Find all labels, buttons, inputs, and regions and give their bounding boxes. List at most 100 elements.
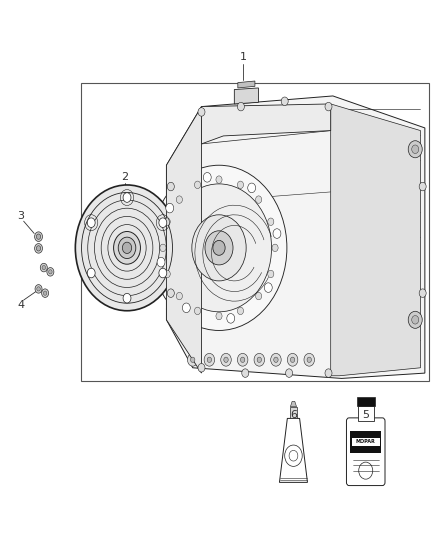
Circle shape (207, 357, 212, 362)
Circle shape (257, 357, 261, 362)
Text: 1: 1 (240, 52, 247, 62)
Circle shape (123, 193, 131, 203)
Circle shape (192, 215, 246, 281)
Circle shape (49, 270, 52, 274)
Polygon shape (234, 88, 258, 104)
Bar (350, 431, 381, 453)
Circle shape (265, 283, 272, 293)
Circle shape (224, 357, 228, 362)
Circle shape (248, 183, 256, 192)
Circle shape (167, 289, 174, 297)
Circle shape (237, 353, 248, 366)
Circle shape (268, 218, 274, 225)
Circle shape (281, 97, 288, 106)
Circle shape (87, 268, 95, 278)
Circle shape (36, 234, 41, 239)
Circle shape (176, 293, 182, 300)
Circle shape (182, 303, 190, 313)
Circle shape (35, 244, 42, 253)
Circle shape (242, 369, 249, 377)
Circle shape (237, 181, 244, 189)
Circle shape (42, 265, 46, 270)
Bar (358, 406, 374, 421)
Circle shape (37, 287, 40, 291)
Text: 5: 5 (362, 410, 369, 419)
Circle shape (227, 313, 235, 323)
Circle shape (325, 102, 332, 111)
Circle shape (151, 165, 287, 330)
Text: 6: 6 (290, 410, 297, 419)
Circle shape (237, 102, 244, 111)
Circle shape (408, 141, 422, 158)
Polygon shape (166, 96, 425, 378)
Circle shape (191, 357, 195, 362)
Circle shape (203, 173, 211, 182)
Circle shape (307, 357, 311, 362)
Circle shape (237, 307, 244, 314)
Circle shape (221, 353, 231, 366)
Circle shape (187, 353, 198, 366)
Circle shape (287, 353, 298, 366)
Circle shape (35, 232, 42, 241)
Circle shape (157, 257, 165, 267)
Circle shape (160, 244, 166, 252)
Circle shape (164, 270, 170, 278)
Circle shape (240, 357, 245, 362)
Circle shape (42, 289, 49, 297)
Circle shape (325, 369, 332, 377)
Circle shape (123, 293, 131, 303)
Text: 3: 3 (18, 211, 25, 221)
Circle shape (43, 291, 47, 295)
Circle shape (205, 231, 233, 265)
Polygon shape (166, 107, 201, 373)
Circle shape (194, 181, 201, 189)
Text: 4: 4 (18, 301, 25, 310)
Circle shape (164, 218, 170, 225)
Bar (290, 407, 297, 418)
Text: MOPAR: MOPAR (356, 439, 376, 445)
Circle shape (304, 353, 314, 366)
Circle shape (254, 353, 265, 366)
Bar (352, 438, 380, 446)
Circle shape (75, 185, 179, 311)
Circle shape (412, 316, 419, 324)
Circle shape (122, 242, 132, 254)
Polygon shape (238, 81, 255, 88)
Circle shape (198, 108, 205, 116)
Circle shape (113, 231, 141, 264)
Circle shape (419, 289, 426, 297)
Circle shape (166, 203, 173, 213)
Circle shape (273, 229, 281, 238)
Circle shape (198, 364, 205, 372)
Circle shape (213, 240, 225, 255)
Circle shape (159, 218, 167, 228)
Circle shape (167, 182, 174, 191)
Circle shape (87, 218, 95, 228)
Circle shape (412, 145, 419, 154)
Polygon shape (290, 401, 297, 407)
Circle shape (256, 196, 262, 203)
Circle shape (166, 184, 272, 312)
Circle shape (216, 312, 222, 320)
Circle shape (274, 357, 278, 362)
FancyBboxPatch shape (346, 418, 385, 486)
Circle shape (40, 263, 47, 272)
Circle shape (176, 196, 182, 203)
Circle shape (256, 293, 262, 300)
Circle shape (159, 268, 167, 278)
Bar (357, 397, 375, 406)
Circle shape (272, 244, 278, 252)
Circle shape (419, 182, 426, 191)
Circle shape (271, 353, 281, 366)
Circle shape (204, 353, 215, 366)
Circle shape (35, 285, 42, 293)
Circle shape (47, 268, 54, 276)
Circle shape (268, 270, 274, 278)
Circle shape (286, 369, 293, 377)
Circle shape (118, 237, 136, 259)
Circle shape (216, 176, 222, 183)
Polygon shape (331, 104, 420, 376)
Polygon shape (279, 418, 307, 482)
Circle shape (408, 311, 422, 328)
Circle shape (36, 246, 41, 251)
